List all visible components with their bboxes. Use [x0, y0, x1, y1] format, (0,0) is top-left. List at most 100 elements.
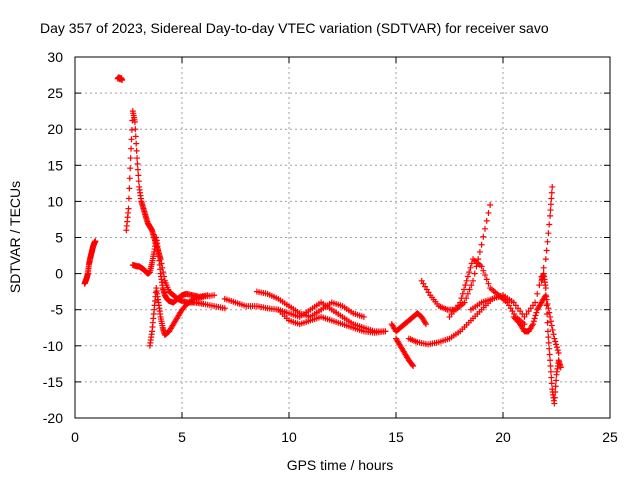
data-point [547, 212, 554, 219]
x-tick-label: 15 [388, 429, 404, 445]
data-point [547, 357, 554, 364]
data-points [81, 74, 564, 407]
data-point [128, 145, 135, 152]
data-point [549, 183, 556, 190]
data-point [548, 195, 555, 202]
x-tick-label: 10 [281, 429, 297, 445]
data-point [543, 293, 550, 300]
data-point [409, 361, 416, 368]
data-point [552, 383, 559, 390]
data-point [468, 282, 475, 289]
data-point [549, 326, 556, 333]
data-point [557, 364, 564, 371]
data-point [127, 155, 134, 162]
data-point [360, 313, 367, 320]
series-arc-10 [393, 335, 417, 370]
series-arc-16 [538, 270, 564, 407]
data-point [464, 290, 471, 297]
data-point [461, 286, 468, 293]
data-point [553, 344, 560, 351]
data-point [533, 309, 540, 316]
data-point [132, 126, 139, 133]
x-tick-label: 5 [178, 429, 186, 445]
data-point [546, 345, 553, 352]
data-point [547, 363, 554, 370]
data-point [476, 248, 483, 255]
data-point [471, 270, 478, 277]
data-point [128, 126, 135, 133]
chart-title: Day 357 of 2023, Sidereal Day-to-day VTE… [40, 20, 549, 36]
data-point [134, 160, 141, 167]
data-point [125, 195, 132, 202]
data-point [540, 264, 547, 271]
series-arc-15 [510, 292, 562, 357]
data-point [545, 334, 552, 341]
data-point [530, 318, 537, 325]
data-point [542, 256, 549, 263]
data-point [470, 277, 477, 284]
data-point [382, 328, 389, 335]
data-point [485, 209, 492, 216]
data-point [534, 290, 541, 297]
data-point [547, 313, 554, 320]
data-point [554, 347, 561, 354]
series-arc-2 [114, 74, 126, 84]
series-arc-7 [253, 288, 367, 320]
data-point [458, 295, 465, 302]
x-tick-label: 0 [71, 429, 79, 445]
data-point [125, 205, 132, 212]
x-tick-label: 20 [495, 429, 511, 445]
y-tick-label: 20 [47, 121, 63, 137]
y-tick-label: 25 [47, 85, 63, 101]
data-point [135, 178, 142, 185]
data-point [543, 247, 550, 254]
data-point [544, 319, 551, 326]
data-point [466, 286, 473, 293]
data-point [422, 321, 429, 328]
data-point [221, 305, 228, 312]
data-point [544, 300, 551, 307]
data-point [462, 282, 469, 289]
y-tick-label: 10 [47, 193, 63, 209]
data-point [555, 350, 562, 357]
data-point [464, 273, 471, 280]
data-point [545, 339, 552, 346]
y-tick-label: 30 [47, 49, 63, 65]
data-point [126, 185, 133, 192]
data-point [466, 269, 473, 276]
grid-lines [75, 57, 610, 418]
data-point [134, 155, 141, 162]
y-tick-label: -5 [51, 302, 64, 318]
x-tick-label: 25 [602, 429, 618, 445]
data-point [546, 221, 553, 228]
data-point [468, 260, 475, 267]
data-point [552, 389, 559, 396]
data-point [133, 140, 140, 147]
data-point [544, 238, 551, 245]
data-point [553, 341, 560, 348]
y-tick-label: 5 [55, 230, 63, 246]
data-point [548, 380, 555, 387]
series-arc-8 [275, 306, 389, 336]
data-point [467, 264, 474, 271]
data-point [483, 217, 490, 224]
y-tick-label: -10 [43, 338, 63, 354]
data-point [542, 285, 549, 292]
x-axis-label: GPS time / hours [287, 457, 394, 473]
data-point [126, 175, 133, 182]
series-arc-3 [123, 108, 228, 312]
data-point [532, 299, 539, 306]
data-point [547, 318, 554, 325]
data-point [548, 189, 555, 196]
data-point [459, 290, 466, 297]
data-point [547, 207, 554, 214]
data-point [127, 165, 134, 172]
series-arc-1 [81, 238, 99, 287]
data-point [552, 338, 559, 345]
data-point [548, 322, 555, 329]
data-point [480, 233, 487, 240]
data-point [131, 118, 138, 125]
data-point [133, 147, 140, 154]
y-tick-label: 15 [47, 157, 63, 173]
data-point [485, 280, 492, 287]
